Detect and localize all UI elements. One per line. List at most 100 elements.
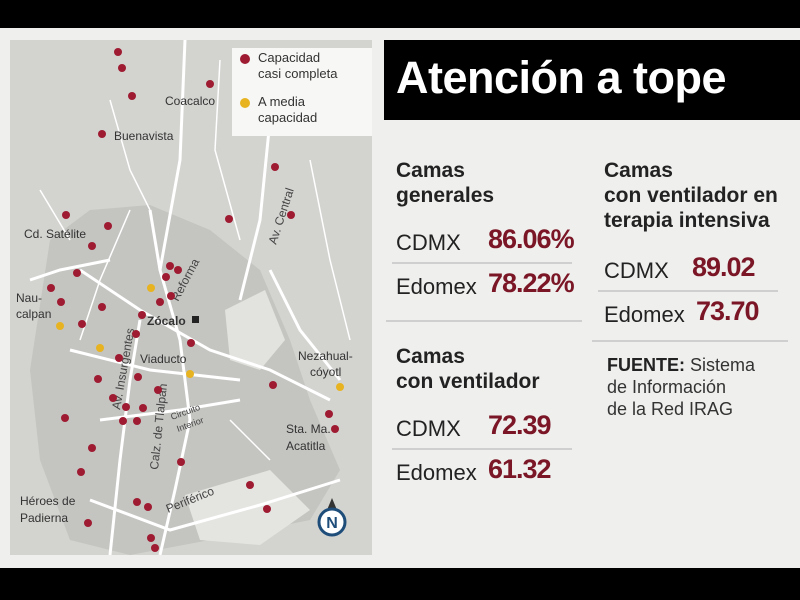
hospital-marker [128, 92, 136, 100]
hospital-marker [271, 163, 279, 171]
terapia-cdmx-label: CDMX [604, 258, 669, 283]
place-zocalo: Zócalo [147, 314, 186, 328]
compass: N [317, 498, 347, 537]
ventilador-edomex-value: 61.32 [488, 454, 552, 484]
hospital-marker [325, 410, 333, 418]
hospital-marker [206, 80, 214, 88]
texcoco-area [225, 290, 285, 370]
hospital-marker [144, 503, 152, 511]
legend-dot-half [240, 98, 250, 108]
markers-full-capacity [47, 48, 339, 552]
legend-half-line1: A media [258, 94, 305, 109]
hospital-marker [167, 292, 175, 300]
zocalo-marker [192, 316, 199, 323]
source-note: FUENTE: Sistema de Información de la Red… [607, 354, 787, 420]
place-coacalco: Coacalco [165, 94, 215, 108]
markers-half-capacity [56, 284, 344, 391]
source-line-2: de Información [607, 377, 727, 397]
terapia-edomex-value: 73.70 [696, 296, 760, 326]
hospital-marker [62, 211, 70, 219]
hospital-marker [98, 303, 106, 311]
hospital-marker [114, 48, 122, 56]
hospital-marker [156, 298, 164, 306]
place-acatitla-1: Sta. Ma. [286, 422, 331, 436]
terapia-edomex-label: Edomex [604, 302, 685, 327]
legend-full-line1: Capacidad [258, 50, 321, 65]
hospital-marker [187, 339, 195, 347]
hospital-marker [122, 403, 130, 411]
hospital-marker [78, 320, 86, 328]
hospital-marker [166, 262, 174, 270]
hospital-marker-half [147, 284, 155, 292]
card-terapia-title: Camas con ventilador en terapia intensiv… [604, 158, 778, 233]
separator [592, 340, 788, 342]
hospital-marker [94, 375, 102, 383]
card-ventilador-title-2: con ventilador [396, 370, 540, 393]
card-terapia-title-1: Camas [604, 159, 673, 182]
hospital-marker [134, 373, 142, 381]
place-satelite: Cd. Satélite [24, 227, 86, 241]
hospital-marker [132, 330, 140, 338]
hospital-marker [151, 544, 159, 552]
hospital-marker [162, 273, 170, 281]
card-generales-title: Camas generales [396, 158, 494, 208]
hospital-marker [61, 414, 69, 422]
legend-dot-full [240, 54, 250, 64]
hospital-marker-half [56, 322, 64, 330]
place-heroes-1: Héroes de [20, 494, 76, 508]
hospital-marker [84, 519, 92, 527]
ventilador-cdmx-label: CDMX [396, 416, 461, 441]
hospital-marker [287, 211, 295, 219]
generales-cdmx-value: 86.06% [488, 224, 575, 254]
hospital-marker-half [336, 383, 344, 391]
hospital-marker [331, 425, 339, 433]
hospital-marker [109, 394, 117, 402]
hospital-marker [225, 215, 233, 223]
generales-cdmx-label: CDMX [396, 230, 461, 255]
place-naucalpan-2: calpan [16, 307, 51, 321]
hospital-marker [115, 354, 123, 362]
source-line-1: Sistema [685, 355, 756, 375]
hospital-marker [269, 381, 277, 389]
source-label: FUENTE: [607, 355, 685, 375]
place-neza-1: Nezahual- [298, 349, 353, 363]
card-terapia-title-2: con ventilador en [604, 184, 778, 207]
compass-label: N [326, 515, 338, 532]
hospital-marker [154, 386, 162, 394]
hospital-marker [177, 458, 185, 466]
hospital-marker [138, 311, 146, 319]
legend-half: A media capacidad [258, 94, 368, 126]
legend-full: Capacidad casi completa [258, 50, 368, 82]
source-line-3: de la Red IRAG [607, 399, 734, 419]
hospital-marker [104, 222, 112, 230]
separator [386, 320, 582, 322]
place-heroes-2: Padierna [20, 511, 68, 525]
hospital-marker [98, 130, 106, 138]
legend-half-line2: capacidad [258, 110, 318, 125]
place-naucalpan-1: Nau- [16, 291, 42, 305]
card-generales-title-2: generales [396, 184, 495, 207]
hospital-marker [133, 498, 141, 506]
hospital-marker [174, 266, 182, 274]
place-buenavista: Buenavista [114, 129, 174, 143]
map-legend: Capacidad casi completa A media capacida… [232, 48, 372, 136]
separator [598, 290, 778, 292]
separator [392, 262, 572, 264]
ventilador-edomex-label: Edomex [396, 460, 477, 485]
hospital-marker [88, 242, 96, 250]
hospital-marker [73, 269, 81, 277]
separator [392, 448, 572, 450]
terapia-cdmx-value: 89.02 [692, 252, 756, 282]
place-neza-2: cóyotl [310, 365, 341, 379]
hospital-marker [57, 298, 65, 306]
hospital-marker [139, 404, 147, 412]
card-ventilador-title: Camas con ventilador [396, 344, 540, 394]
hospital-marker [77, 468, 85, 476]
hospital-marker [119, 417, 127, 425]
title-band [384, 40, 800, 120]
ventilador-cdmx-value: 72.39 [488, 410, 552, 440]
legend-full-line2: casi completa [258, 66, 338, 81]
card-terapia-title-3: terapia intensiva [604, 209, 770, 232]
hospital-marker [88, 444, 96, 452]
hospital-marker-half [186, 370, 194, 378]
